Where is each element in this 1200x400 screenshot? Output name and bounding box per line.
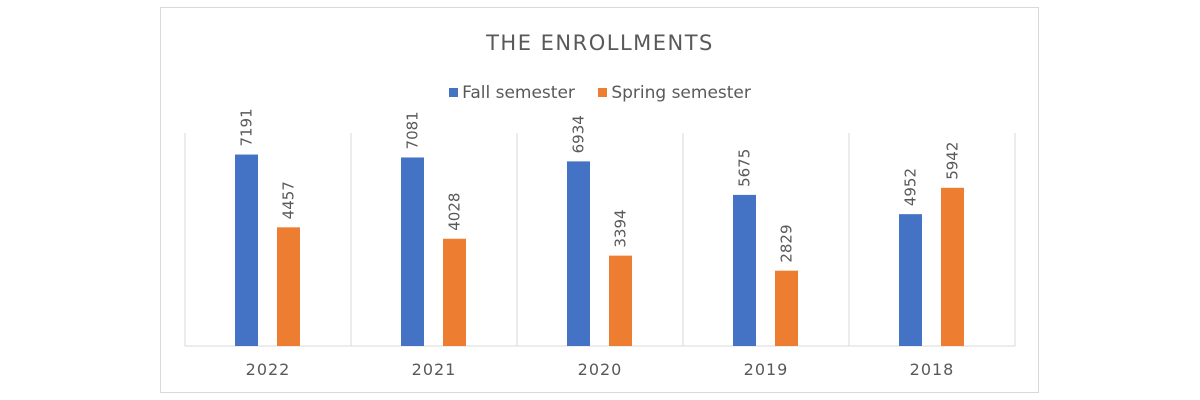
data-label: 7191 [238, 108, 256, 146]
bar-spring-2022 [277, 227, 300, 346]
x-tick-label: 2022 [246, 360, 291, 379]
legend-label-fall: Fall semester [462, 82, 575, 103]
chart-title: THE ENROLLMENTS [486, 31, 714, 55]
chart-legend: Fall semester Spring semester [0, 82, 1200, 103]
bar-fall-2021 [401, 157, 424, 346]
bar-spring-2019 [775, 270, 798, 346]
x-tick-label: 2018 [910, 360, 955, 379]
bar-spring-2021 [443, 238, 466, 346]
x-tick-label: 2019 [744, 360, 789, 379]
legend-swatch-spring [598, 88, 608, 97]
data-label: 4457 [280, 181, 298, 219]
bar-fall-2018 [899, 214, 922, 346]
data-label: 2829 [778, 224, 796, 262]
data-label: 5942 [944, 142, 962, 180]
legend-item-fall: Fall semester [449, 83, 575, 103]
bar-fall-2020 [567, 161, 590, 346]
data-label: 5675 [736, 149, 754, 187]
data-label: 4952 [902, 168, 920, 206]
chart-frame [160, 7, 1039, 393]
x-tick-label: 2021 [412, 360, 457, 379]
bar-spring-2018 [941, 187, 964, 346]
legend-item-spring: Spring semester [598, 83, 751, 103]
data-label: 4028 [446, 193, 464, 231]
x-tick-label: 2020 [578, 360, 623, 379]
data-label: 3394 [612, 209, 630, 247]
legend-label-spring: Spring semester [611, 82, 751, 103]
bar-fall-2022 [235, 154, 258, 346]
data-label: 7081 [404, 111, 422, 149]
bar-spring-2020 [609, 255, 632, 346]
bar-fall-2019 [733, 194, 756, 346]
data-label: 6934 [570, 115, 588, 153]
legend-swatch-fall [449, 88, 459, 97]
